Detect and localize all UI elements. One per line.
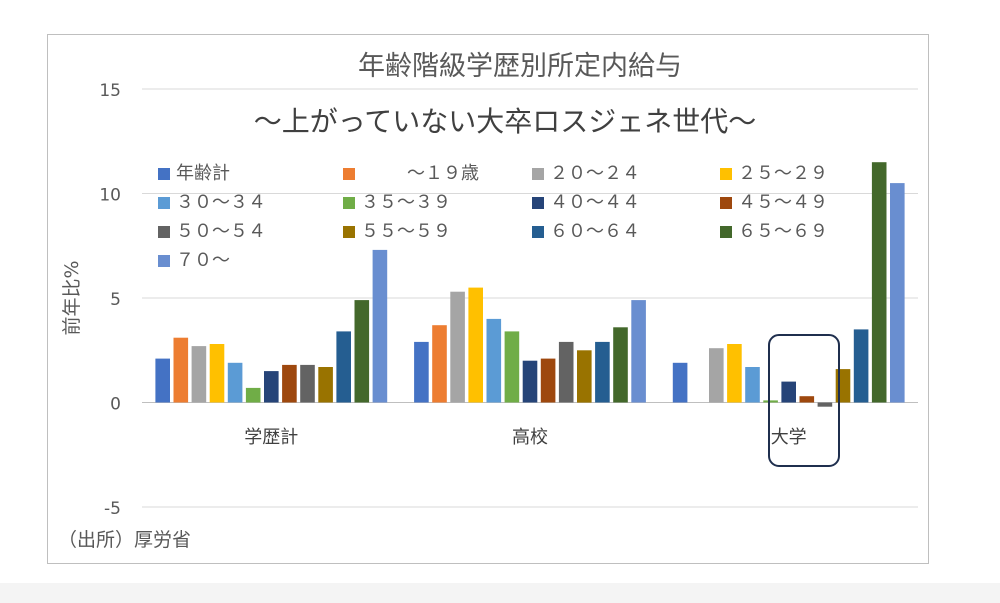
legend-label: ７０～ <box>176 250 230 271</box>
bar <box>727 344 742 403</box>
x-tick-label: 大学 <box>771 427 807 448</box>
bar <box>522 360 538 403</box>
bar <box>336 331 351 403</box>
y-tick-label: 10 <box>99 186 121 206</box>
legend-label: ５５～５９ <box>361 221 451 242</box>
legend-swatch <box>532 197 544 209</box>
bar <box>372 249 388 403</box>
legend-label: ６０～６４ <box>550 221 640 242</box>
bar <box>450 291 465 403</box>
legend-label: ２５～２９ <box>738 163 828 184</box>
gridlines <box>142 88 918 508</box>
x-tick-label: 高校 <box>512 427 548 448</box>
bar <box>264 371 279 403</box>
bar <box>709 348 724 403</box>
bar <box>595 341 610 403</box>
source-note: （出所）厚労省 <box>58 529 191 551</box>
legend-swatch <box>532 226 544 238</box>
y-axis-ticks: 15 10 5 0 -5 <box>99 81 121 519</box>
y-tick-label: 5 <box>110 290 121 310</box>
bar <box>835 369 851 403</box>
legend-label: ２０～２４ <box>550 163 640 184</box>
bar <box>191 346 207 403</box>
bar <box>672 362 688 403</box>
bar <box>853 329 869 403</box>
legend-label: 年齢計 <box>176 163 230 184</box>
bar <box>540 358 556 403</box>
legend-swatch <box>158 197 170 209</box>
bar <box>282 364 297 403</box>
bar <box>890 183 905 403</box>
legend-label: ３５～３９ <box>361 192 451 213</box>
chart-subtitle: ～上がっていない大卒ロスジェネ世代～ <box>254 105 757 138</box>
legend-swatch <box>720 197 732 209</box>
y-axis-label: 前年比% <box>61 260 83 335</box>
x-tick-label: 学歴計 <box>244 427 298 448</box>
legend-swatch <box>720 168 732 180</box>
legend-swatch <box>343 168 355 180</box>
bar <box>504 331 520 403</box>
bar <box>468 287 483 403</box>
bar <box>486 318 502 403</box>
chart-frame <box>47 34 929 564</box>
legend-swatch <box>343 197 355 209</box>
chart-title: 年齢階級学歴別所定内給与 <box>358 51 682 82</box>
bar <box>227 362 243 403</box>
legend-label: ５０～５４ <box>176 221 266 242</box>
bar <box>414 341 429 403</box>
bottom-strip <box>0 583 1000 603</box>
bar <box>763 400 778 403</box>
bar <box>173 337 189 403</box>
legend-label: ４５～４９ <box>738 192 828 213</box>
bar <box>354 300 370 403</box>
legend-label: ～１９歳 <box>407 163 479 184</box>
bar <box>318 367 333 403</box>
bar <box>613 327 628 403</box>
legend-swatch <box>343 226 355 238</box>
legend-swatch <box>158 226 170 238</box>
y-tick-label: 15 <box>99 81 121 101</box>
bar <box>209 344 225 403</box>
bar <box>745 367 760 403</box>
legend-label: ６５～６９ <box>738 221 828 242</box>
legend-swatch <box>720 226 732 238</box>
highlight-box <box>768 334 840 467</box>
bar <box>558 341 574 403</box>
bar <box>245 387 261 403</box>
bar <box>155 358 170 403</box>
bar <box>781 381 796 403</box>
x-axis-labels: 学歴計 高校 大学 <box>244 427 806 448</box>
legend: 年齢計 ～１９歳 ２０～２４ ２５～２９ ３０～３４ ３５～３９ ４０～４４ ４５～４９ ５０～… <box>158 163 828 271</box>
bar <box>577 350 592 403</box>
legend-label: ３０～３４ <box>176 192 266 213</box>
legend-swatch <box>532 168 544 180</box>
bar <box>432 325 447 403</box>
bar <box>817 402 833 407</box>
y-tick-label: -5 <box>104 499 121 519</box>
legend-swatch <box>158 255 170 267</box>
legend-label: ４０～４４ <box>550 192 640 213</box>
bar <box>631 300 646 403</box>
legend-swatch <box>158 168 170 180</box>
y-tick-label: 0 <box>110 395 121 415</box>
bar <box>871 162 887 403</box>
bar <box>799 396 815 403</box>
bars <box>155 162 905 407</box>
bar <box>300 364 315 403</box>
